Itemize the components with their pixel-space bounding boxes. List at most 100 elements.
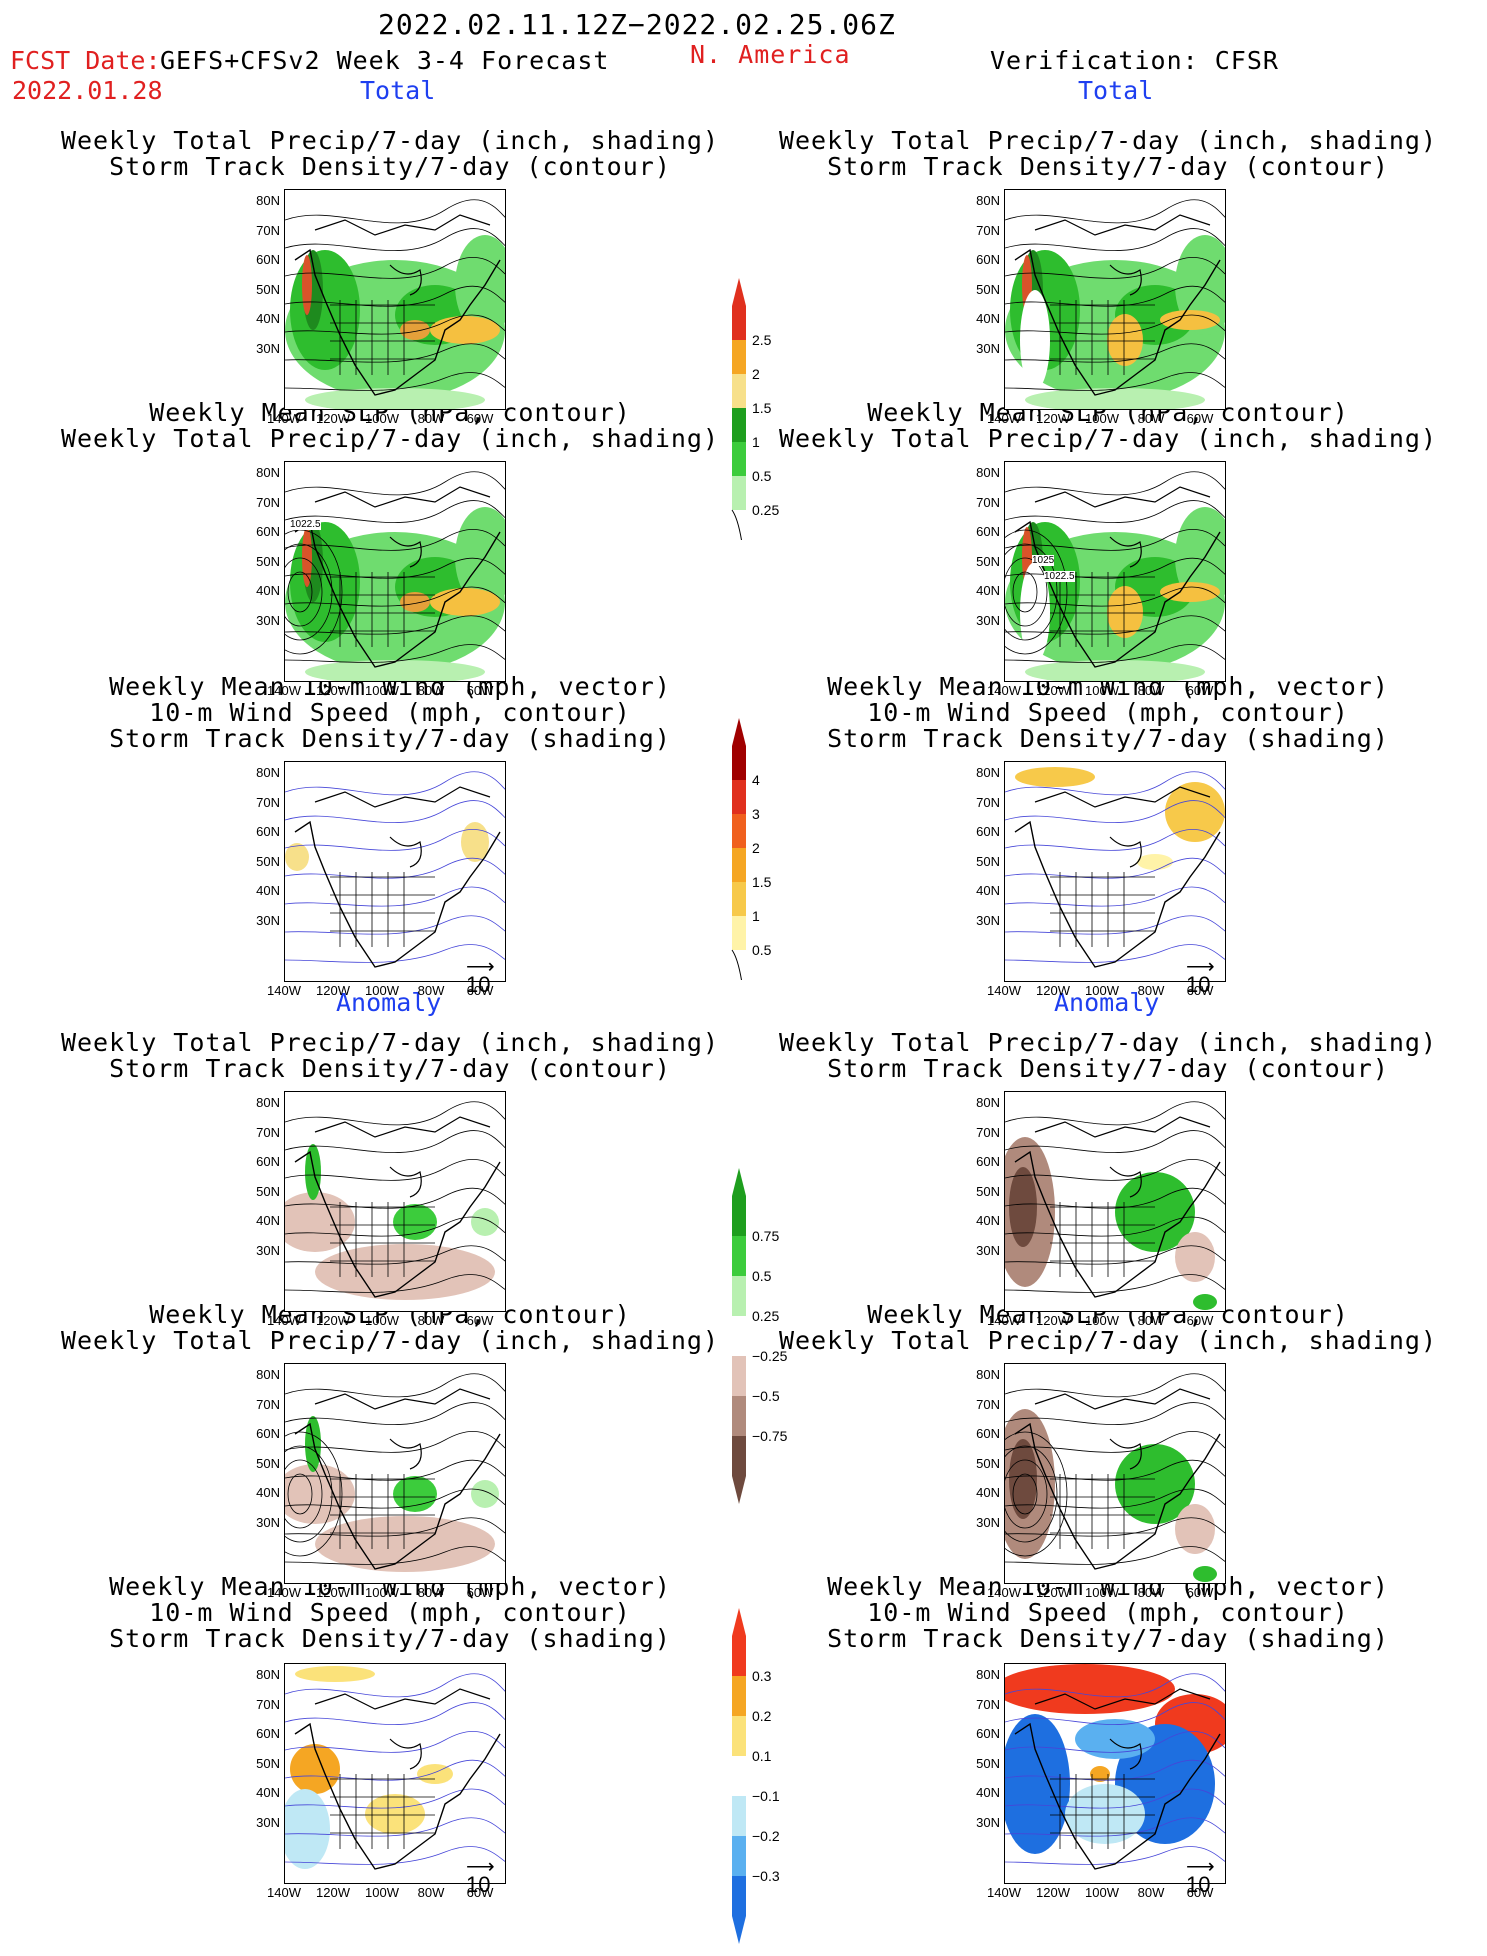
- storm-anom-shade: [295, 1666, 375, 1682]
- colorbar-label: 3: [752, 806, 760, 822]
- hudson-bay: [1109, 1738, 1142, 1770]
- colorbar-cap: [732, 718, 746, 746]
- lon-tick-label: 120W: [316, 683, 350, 698]
- precip-shade: [1107, 314, 1143, 366]
- precip-shade: [1025, 660, 1205, 681]
- precip-shade: [305, 388, 485, 409]
- lon-tick-label: 100W: [1085, 683, 1119, 698]
- contour-line: [285, 257, 505, 279]
- colorbar-segment: [732, 1796, 746, 1836]
- lon-tick-label: 100W: [365, 983, 399, 998]
- contour-line: [285, 1130, 505, 1153]
- title-r5-b: Weekly Total Precip/7-day (inch, shading…: [778, 1326, 1438, 1355]
- section-total-left: Total: [360, 76, 436, 105]
- anom-shade: [305, 1416, 321, 1472]
- lon-tick-label: 60W: [466, 411, 494, 426]
- vector-ref-r6: ⟶ 10: [1186, 1856, 1215, 1897]
- contour-line: [285, 1431, 505, 1453]
- verification-label: Verification: CFSR: [990, 46, 1279, 75]
- coastline: [1034, 214, 1211, 236]
- contour-line: [1005, 829, 1225, 851]
- lat-tick-label: 40N: [976, 311, 1000, 326]
- contour-line: [1005, 586, 1225, 607]
- contour-line: [285, 471, 505, 496]
- title-r6-c: Storm Track Density/7-day (shading): [827, 1624, 1389, 1653]
- lat-tick-label: 70N: [976, 794, 1000, 810]
- map-panel-obs-ptot: [1004, 189, 1226, 410]
- anom-shade: [1175, 1232, 1215, 1282]
- map-svg: [1005, 767, 1225, 968]
- storm-anom-shade: [1065, 1784, 1145, 1844]
- contour-line: [1005, 471, 1225, 496]
- lat-tick-label: 40N: [256, 1785, 280, 1800]
- lon-tick-label: 80W: [1137, 983, 1165, 998]
- contour-line: [1005, 1759, 1225, 1781]
- lon-tick-label: 80W: [417, 683, 445, 698]
- colorbar-label: 2: [752, 366, 760, 382]
- lon-tick-label: 80W: [417, 1585, 445, 1600]
- fcst-date-label: FCST Date:: [10, 46, 161, 75]
- colorbar-label: 1.5: [752, 874, 772, 890]
- title-r1-a: Weekly Total Precip/7-day (inch, shading…: [778, 126, 1438, 155]
- colorbar-total-storm: [731, 718, 746, 980]
- hudson-bay: [1109, 1438, 1142, 1470]
- contour-line: [285, 1159, 505, 1181]
- coastline: [294, 820, 501, 968]
- lat-tick-label: 80N: [976, 193, 1000, 208]
- map-panel-fcst-sanom: [284, 1363, 506, 1584]
- storm-anom-shade: [365, 1794, 425, 1834]
- contour-line: [285, 1673, 505, 1698]
- map-panel-obs-sanom: [1004, 1363, 1226, 1584]
- title-r3-c: Storm Track Density/7-day (shading): [827, 724, 1389, 753]
- contour-line: [1005, 1373, 1225, 1398]
- lon-tick-label: 60W: [1186, 1885, 1214, 1900]
- lon-tick-label: 100W: [1085, 983, 1119, 998]
- colorbar-segment: [732, 374, 746, 408]
- anom-shade: [305, 1144, 321, 1200]
- lat-tick-label: 40N: [976, 883, 1000, 898]
- coastline: [294, 1150, 501, 1298]
- contour-line: [1005, 228, 1225, 251]
- lon-tick-label: 80W: [417, 1313, 445, 1328]
- contour-line: [285, 1759, 505, 1781]
- lat-tick-label: 50N: [976, 553, 1000, 569]
- contour-line: [1005, 372, 1225, 391]
- title-r4-b: Storm Track Density/7-day (contour): [827, 1054, 1389, 1083]
- contour-line: [1005, 1731, 1225, 1753]
- contour-line: [1005, 1846, 1225, 1865]
- anom-shade: [1115, 1444, 1195, 1524]
- anom-shade: [1193, 1566, 1217, 1582]
- slp-contour: [1005, 543, 1058, 641]
- contour-line: [285, 1488, 505, 1509]
- lon-tick-label: 60W: [1186, 683, 1214, 698]
- section-total-right: Total: [1078, 76, 1154, 105]
- contour-line: [285, 1216, 505, 1237]
- colorbar-segment: [732, 408, 746, 442]
- storm-anom-shade: [1005, 1714, 1070, 1854]
- contour-line: [1005, 1216, 1225, 1237]
- contour-line: [1005, 1673, 1225, 1698]
- lon-tick-label: 80W: [1137, 683, 1165, 698]
- section-anomaly-right: Anomaly: [1054, 988, 1160, 1017]
- contour-line: [285, 829, 505, 851]
- colorbar-segment: [732, 814, 746, 848]
- colorbar-label: −0.2: [752, 1828, 780, 1844]
- slp-contour-label: 1022.5: [1044, 571, 1075, 582]
- lat-tick-label: 80N: [976, 1667, 1000, 1682]
- lon-tick-label: 140W: [267, 983, 301, 998]
- lat-tick-label: 70N: [976, 1396, 1000, 1412]
- coastline: [1014, 1422, 1221, 1570]
- lon-tick-label: 80W: [417, 411, 445, 426]
- lat-tick-label: 70N: [256, 1696, 280, 1712]
- hudson-bay: [1109, 264, 1142, 296]
- slp-contour: [285, 1445, 333, 1543]
- lon-tick-label: 140W: [987, 983, 1021, 998]
- contour-line: [285, 1846, 505, 1865]
- vector-ref-l3: ⟶ 10: [466, 956, 495, 997]
- contour-line: [285, 1101, 505, 1126]
- map-svg: [285, 1101, 505, 1300]
- lat-tick-label: 80N: [256, 465, 280, 480]
- slp-contour: [285, 529, 343, 655]
- section-anomaly-left: Anomaly: [336, 988, 442, 1017]
- colorbar-label: 1.5: [752, 400, 772, 416]
